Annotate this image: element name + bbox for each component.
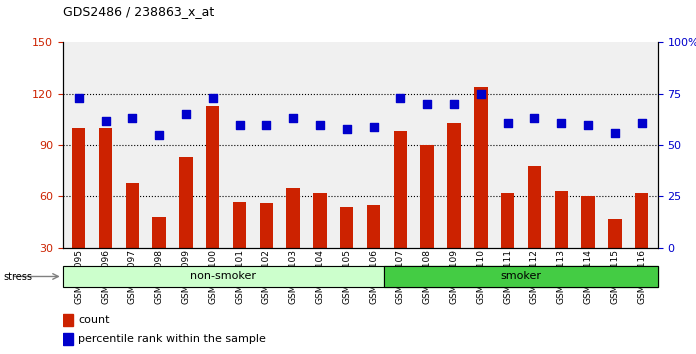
Bar: [555, 191, 568, 299]
Bar: [581, 196, 594, 299]
Point: [180, 112, 191, 117]
Point: [207, 95, 219, 101]
Bar: [340, 207, 354, 299]
Point: [315, 122, 326, 127]
Bar: [394, 131, 407, 299]
Bar: [608, 219, 622, 299]
Bar: [367, 205, 380, 299]
Bar: [474, 87, 487, 299]
Point: [234, 122, 245, 127]
Point: [261, 122, 272, 127]
Bar: [63, 266, 384, 287]
Point: [395, 95, 406, 101]
Point: [341, 126, 352, 132]
Point: [609, 130, 620, 136]
Point: [502, 120, 513, 125]
Bar: [501, 193, 514, 299]
Bar: [287, 188, 300, 299]
Text: count: count: [78, 315, 109, 325]
Bar: [152, 217, 166, 299]
Point: [368, 124, 379, 130]
Text: non-smoker: non-smoker: [191, 272, 256, 281]
Bar: [233, 202, 246, 299]
Text: stress: stress: [3, 272, 33, 282]
Text: percentile rank within the sample: percentile rank within the sample: [78, 335, 266, 344]
Text: GDS2486 / 238863_x_at: GDS2486 / 238863_x_at: [63, 5, 214, 18]
Bar: [99, 128, 112, 299]
Point: [448, 101, 459, 107]
Bar: [126, 183, 139, 299]
Point: [422, 101, 433, 107]
Point: [636, 120, 647, 125]
Bar: [63, 314, 73, 326]
Point: [583, 122, 594, 127]
Point: [287, 116, 299, 121]
Bar: [260, 203, 273, 299]
Point: [529, 116, 540, 121]
Bar: [206, 106, 219, 299]
Bar: [420, 145, 434, 299]
Bar: [384, 266, 658, 287]
Point: [154, 132, 165, 138]
Bar: [72, 128, 86, 299]
Point: [475, 91, 487, 97]
Bar: [63, 333, 73, 346]
Point: [73, 95, 84, 101]
Bar: [528, 166, 541, 299]
Bar: [635, 193, 649, 299]
Point: [555, 120, 567, 125]
Text: smoker: smoker: [500, 272, 541, 281]
Point: [100, 118, 111, 123]
Bar: [180, 157, 193, 299]
Bar: [448, 123, 461, 299]
Point: [127, 116, 138, 121]
Bar: [313, 193, 326, 299]
